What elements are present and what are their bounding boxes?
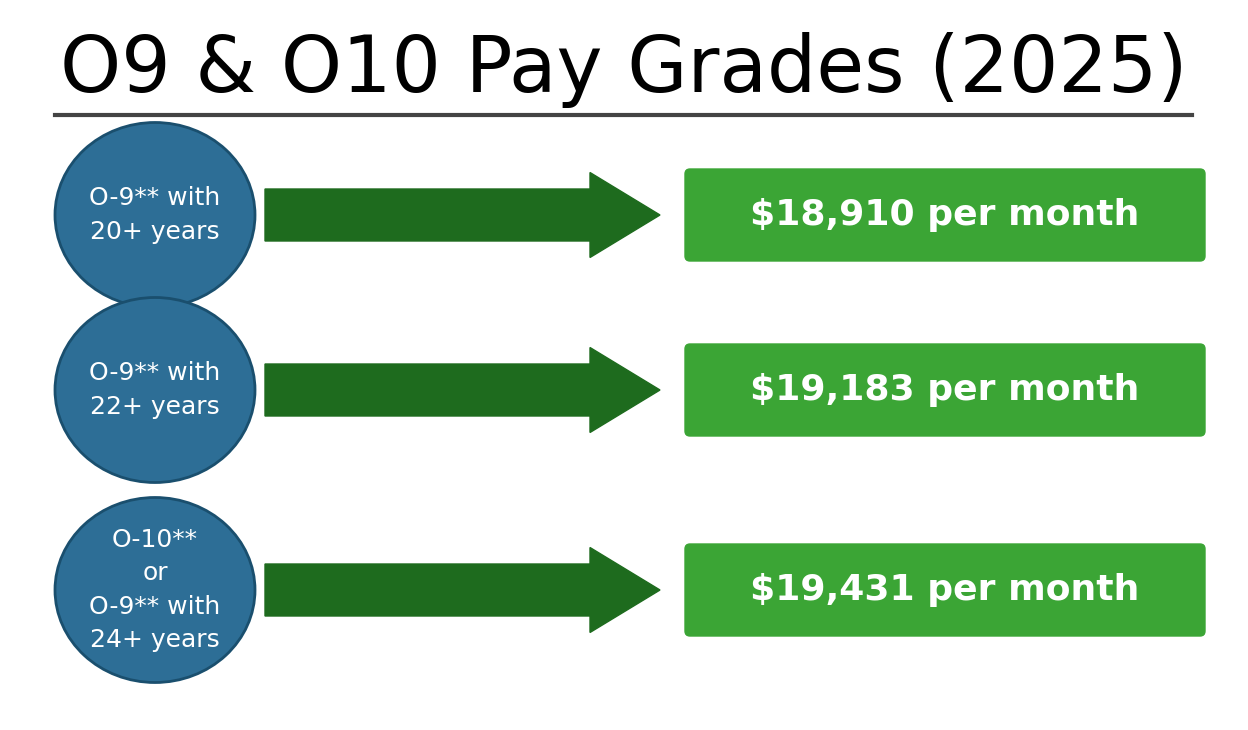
Ellipse shape [55, 123, 255, 307]
Ellipse shape [55, 498, 255, 683]
FancyArrow shape [265, 548, 660, 632]
Text: O-9** with
20+ years: O-9** with 20+ years [90, 186, 221, 244]
FancyArrow shape [265, 172, 660, 258]
Ellipse shape [55, 298, 255, 483]
Text: O-10**
or
O-9** with
24+ years: O-10** or O-9** with 24+ years [90, 528, 221, 652]
Text: $18,910 per month: $18,910 per month [750, 198, 1139, 232]
Text: O-9** with
22+ years: O-9** with 22+ years [90, 361, 221, 419]
FancyBboxPatch shape [685, 544, 1206, 636]
Text: $19,183 per month: $19,183 per month [750, 373, 1139, 407]
Text: O9 & O10 Pay Grades (2025): O9 & O10 Pay Grades (2025) [60, 32, 1188, 108]
FancyArrow shape [265, 347, 660, 432]
Text: $19,431 per month: $19,431 per month [750, 573, 1139, 607]
FancyBboxPatch shape [685, 344, 1206, 436]
FancyBboxPatch shape [685, 169, 1206, 261]
